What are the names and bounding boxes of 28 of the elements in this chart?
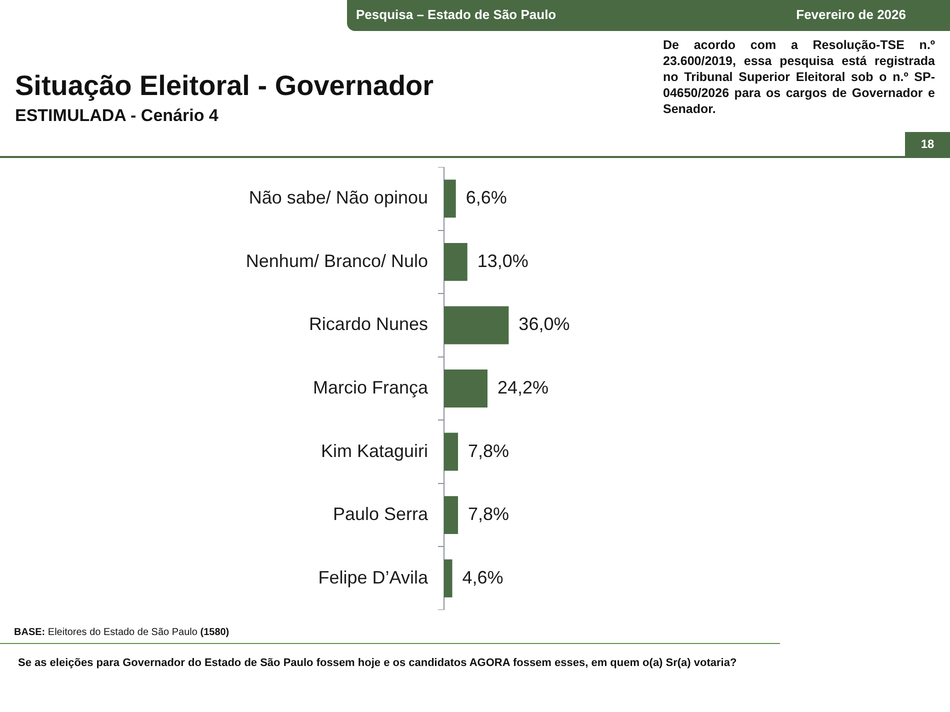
text: Se as eleições para Governador do Estado de São Paulo fossem hoje e os candidatos AGORA fossem esses, em quem o(a) Sr(a) votaria? [18, 657, 737, 669]
data-label: 7,8% [468, 440, 510, 461]
y-tick-label: Marcio França [312, 377, 429, 398]
bar [444, 370, 488, 408]
bar [444, 242, 468, 281]
bar [444, 559, 452, 598]
y-tick-label: Não sabe/ Não opinou [248, 188, 428, 208]
y-tick-label: Paulo Serra [332, 504, 429, 524]
bar [444, 306, 509, 344]
bar [444, 496, 458, 534]
y-tick-label: Ricardo Nunes [308, 314, 428, 334]
text: ESTIMULADA - Cenário 4 [15, 106, 218, 126]
y-tick-label: Felipe D’Avila [318, 567, 429, 588]
y-tick-label: Kim Kataguiri [320, 440, 428, 461]
data-label: 7,8% [468, 504, 510, 524]
bar [444, 180, 456, 218]
chart-title: Situação Eleitoral - Governador [15, 70, 434, 102]
data-label: 36,0% [518, 314, 570, 334]
text: BASE: Eleitores do Estado de São Paulo (1580) [14, 627, 230, 638]
data-label: 13,0% [477, 250, 528, 271]
data-label: 4,6% [462, 567, 504, 588]
y-tick-label: Nenhum/ Branco/ Nulo [246, 250, 428, 271]
data-label: 6,6% [466, 188, 507, 208]
data-label: 24,2% [497, 377, 549, 398]
bar [444, 432, 458, 471]
text: Pesquisa – Estado de São Paulo [356, 7, 556, 22]
text: Fevereiro de 2026 [796, 7, 906, 22]
text: De acordo com a Resolução-TSE n.º 23.600/2019, essa pesquisa está registrada no Tribunal Superior Eleitoral sob o n.º SP-04650/2026 para os cargos de Governador e Senador. [663, 37, 935, 117]
